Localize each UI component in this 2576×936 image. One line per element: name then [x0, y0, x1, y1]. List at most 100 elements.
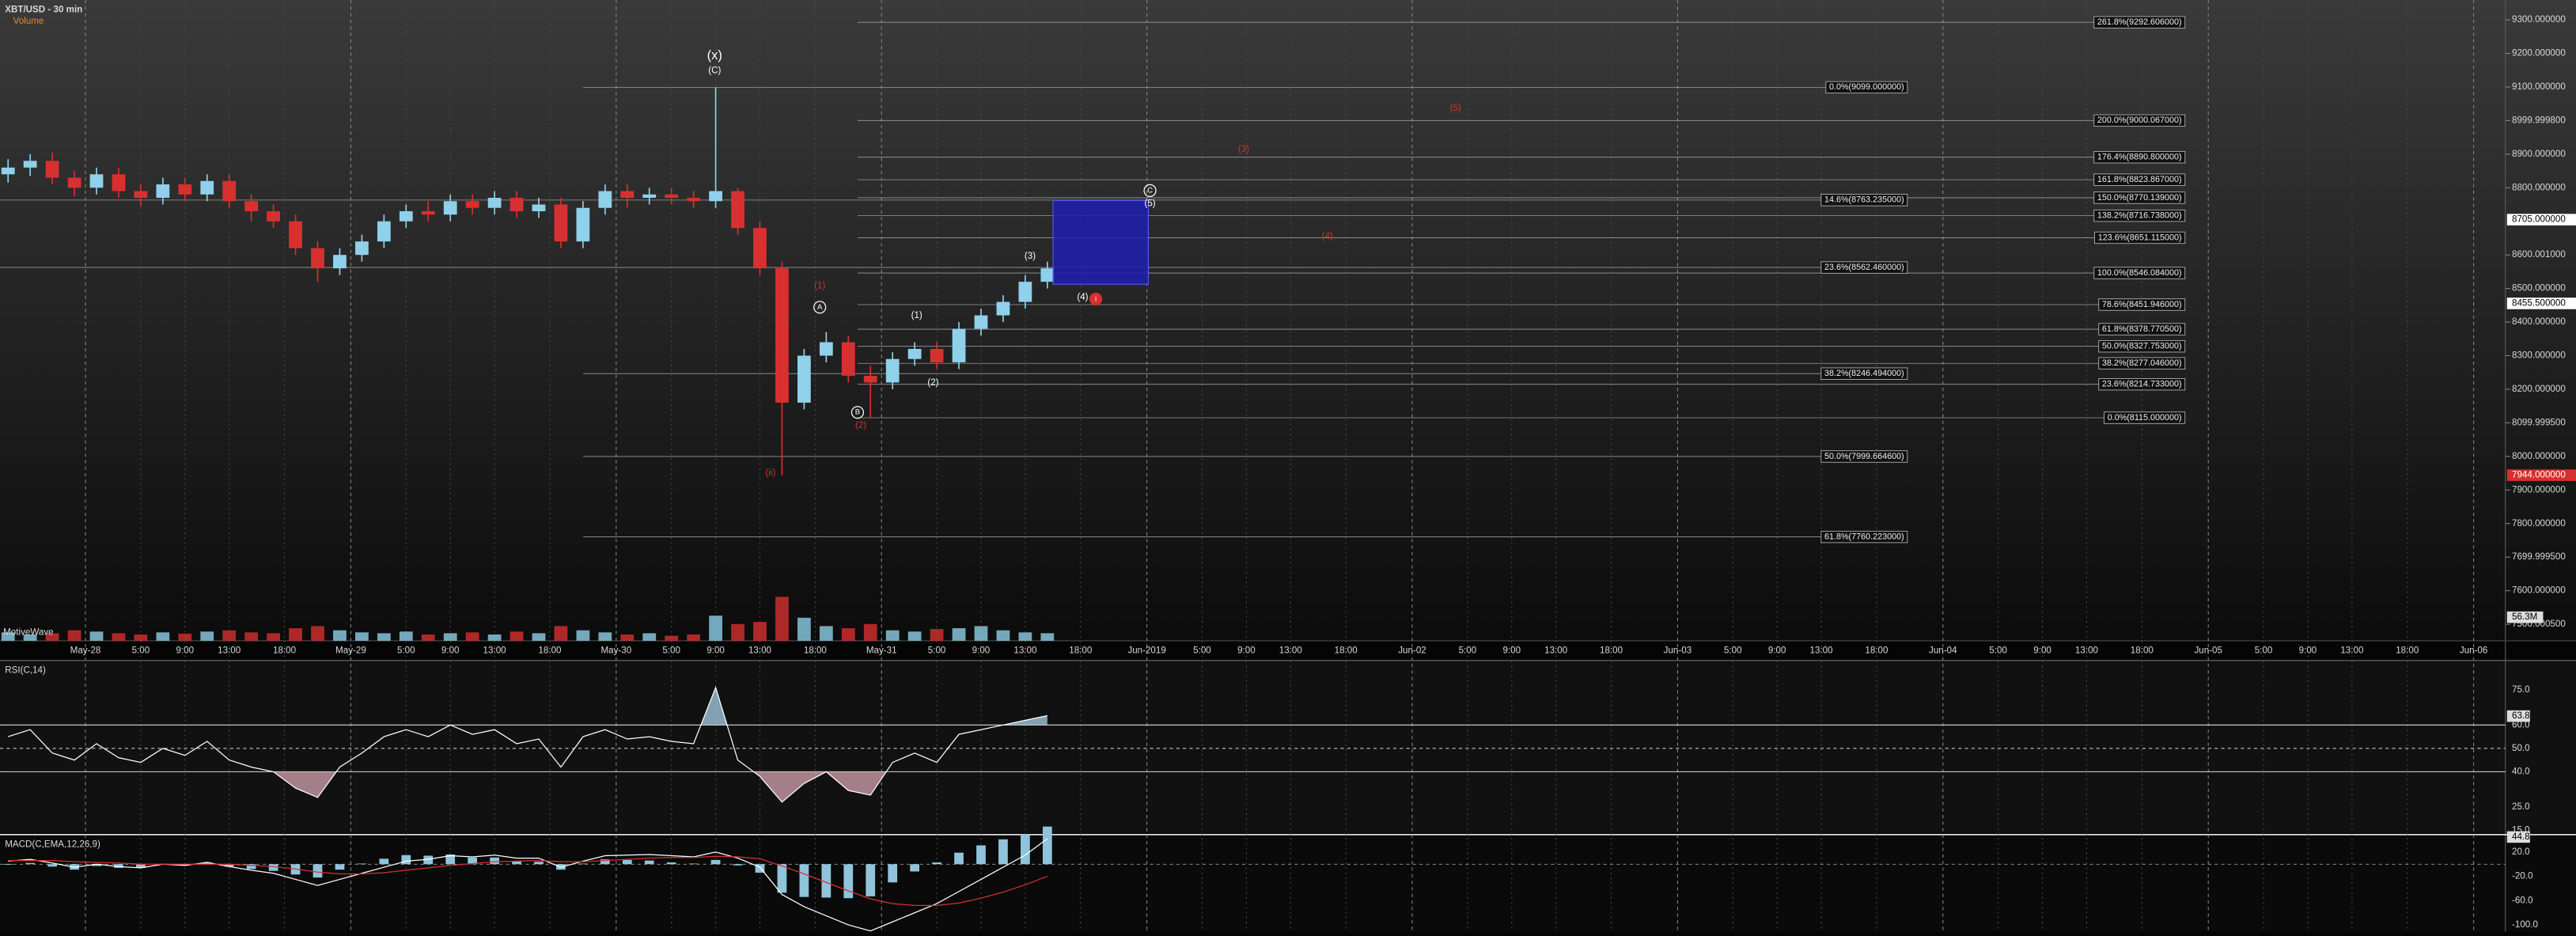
y-tick-label: 8999.999800: [2512, 115, 2566, 125]
candle-body: [487, 198, 502, 208]
fib-label-box: [1825, 81, 1908, 94]
candle-body: [930, 349, 944, 362]
macd-histogram-bar: [25, 862, 36, 865]
x-tick-label: 9:00: [1237, 645, 1256, 655]
x-tick-label: 13:00: [1544, 645, 1567, 655]
x-tick-label: 13:00: [1810, 645, 1833, 655]
x-tick-label: 13:00: [483, 645, 506, 655]
wave-circle: [813, 301, 827, 314]
volume-bar: [554, 626, 568, 641]
y-tick-label: 9200.000000: [2512, 48, 2566, 59]
x-tick-label: 5:00: [662, 645, 680, 655]
wave-label: (4): [1322, 231, 1333, 241]
macd-histogram-bar: [246, 864, 256, 870]
wave-label: (x): [707, 47, 722, 63]
candle-body: [996, 301, 1010, 316]
fib-label: 0.0%(8115.000000): [2108, 413, 2182, 423]
candle-body: [399, 210, 413, 222]
candle-body: [289, 221, 302, 248]
wave-label: B: [855, 408, 860, 417]
y-tick-label: 7600.000000: [2512, 585, 2566, 596]
volume-bar: [598, 632, 612, 641]
candle-body: [952, 328, 966, 362]
x-tick-label: 9:00: [972, 645, 991, 655]
fib-label-box: [1820, 367, 1908, 380]
x-tick-label: 9:00: [2033, 645, 2051, 655]
x-tick-label: 13:00: [1013, 645, 1036, 655]
x-tick-label: Jun-03: [1664, 645, 1692, 655]
macd-histogram-bar: [468, 857, 478, 865]
y-tick-label: 8000.000000: [2512, 451, 2566, 461]
candle-body: [23, 161, 37, 168]
fib-label-box: [1820, 261, 1908, 274]
candle-body: [753, 228, 767, 269]
x-tick-label: Jun-02: [1398, 645, 1426, 655]
y-tick-label: 8800.000000: [2512, 182, 2566, 192]
candle-body: [67, 177, 81, 188]
fib-label: 61.8%(8378.770500): [2102, 324, 2182, 334]
fib-label-box: [1820, 450, 1908, 463]
target-box: [1052, 199, 1150, 285]
macd-histogram-bar: [379, 858, 389, 865]
y-tick-label: 8200.000000: [2512, 384, 2566, 394]
volume-bar: [487, 634, 502, 641]
x-tick-label: 18:00: [273, 645, 296, 655]
volume-bar: [421, 634, 435, 641]
rsi-tick-label: 75.0: [2512, 684, 2530, 695]
x-tick-label: 9:00: [1502, 645, 1521, 655]
macd-histogram-bar: [866, 864, 876, 896]
volume-bar: [687, 634, 701, 641]
candle-body: [200, 180, 214, 195]
macd-histogram-bar: [92, 864, 101, 866]
x-tick-label: 18:00: [538, 645, 561, 655]
volume-bar: [576, 630, 590, 641]
fib-label: 78.6%(8451.946000): [2102, 300, 2182, 309]
fib-label-box: [2094, 231, 2186, 244]
volume-bar: [222, 630, 237, 641]
macd-histogram-bar: [843, 864, 854, 899]
volume-bar: [112, 633, 126, 641]
fib-label-box: [2093, 191, 2186, 204]
macd-histogram-bar: [821, 864, 832, 898]
volume-bar: [819, 626, 833, 641]
candle-body: [510, 198, 524, 211]
macd-histogram-bar: [733, 864, 743, 866]
x-tick-label: 13:00: [218, 645, 241, 655]
candle-body: [797, 355, 811, 403]
volume-label: Volume: [13, 16, 44, 26]
volume-bar: [267, 633, 280, 641]
volume-bar: [996, 630, 1010, 641]
fib-label: 23.6%(8562.460000): [1824, 263, 1904, 272]
fib-label: 23.6%(8214.733000): [2102, 380, 2182, 389]
x-tick-label: 9:00: [176, 645, 194, 655]
volume-bar: [289, 627, 302, 641]
candle-body: [421, 210, 435, 215]
wave-label: (5): [1144, 199, 1155, 209]
x-tick-label: 13:00: [2340, 645, 2363, 655]
y-tick-label: 9100.000000: [2512, 81, 2566, 92]
macd-histogram-bar: [180, 864, 190, 866]
candle-body: [841, 342, 855, 376]
x-tick-label: 18:00: [1069, 645, 1092, 655]
macd-histogram-bar: [202, 862, 212, 865]
candle-body: [355, 241, 369, 256]
candle-body: [775, 268, 789, 403]
candle-body: [45, 161, 59, 178]
fib-label: 38.2%(8277.046000): [2102, 358, 2182, 368]
volume-bar: [974, 626, 988, 641]
fib-label: 161.8%(8823.867000): [2097, 175, 2182, 184]
volume-bar: [45, 633, 59, 641]
fib-label-box: [2098, 340, 2186, 353]
volume-bar: [863, 623, 877, 641]
candle-body: [222, 180, 237, 202]
x-tick-label: May-29: [335, 645, 366, 655]
x-tick-label: Jun-04: [1929, 645, 1957, 655]
candle-body: [620, 191, 635, 199]
fib-label: 50.0%(7999.664600): [1824, 452, 1904, 461]
x-tick-label: 18:00: [804, 645, 827, 655]
x-tick-label: May-28: [70, 645, 101, 655]
volume-bar: [67, 630, 81, 641]
macd-panel: [0, 836, 2576, 932]
